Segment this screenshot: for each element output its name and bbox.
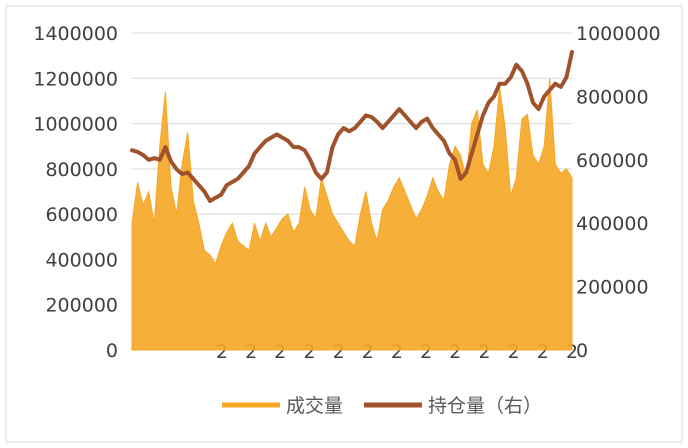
right-tick-label: 600000 bbox=[576, 150, 649, 172]
left-tick-label: 1000000 bbox=[33, 114, 118, 136]
left-tick-label: 400000 bbox=[45, 249, 118, 271]
legend-label: 持仓量（右） bbox=[428, 395, 542, 417]
left-tick-label: 200000 bbox=[45, 295, 118, 317]
right-tick-label: 800000 bbox=[576, 86, 649, 108]
right-tick-label: 1000000 bbox=[576, 23, 661, 45]
right-tick-label: 200000 bbox=[576, 277, 649, 299]
legend: 成交量 持仓量（右） bbox=[222, 395, 542, 417]
chart-border bbox=[5, 5, 683, 443]
left-tick-label: 1400000 bbox=[33, 23, 118, 45]
left-tick-label: 600000 bbox=[45, 204, 118, 226]
legend-label: 成交量 bbox=[286, 395, 343, 417]
right-tick-label: 400000 bbox=[576, 213, 649, 235]
right-axis: 1000000 800000 600000 400000 200000 0 bbox=[576, 23, 661, 362]
left-tick-label: 800000 bbox=[45, 159, 118, 181]
series-layer bbox=[130, 50, 574, 351]
series-open-interest-line bbox=[130, 50, 574, 203]
right-tick-label: 0 bbox=[576, 340, 588, 362]
series-volume-area bbox=[131, 78, 573, 351]
left-tick-label: 1200000 bbox=[33, 68, 118, 90]
left-tick-label: 0 bbox=[106, 340, 118, 362]
left-axis: 1400000 1200000 1000000 800000 600000 400000 2… bbox=[33, 23, 118, 362]
